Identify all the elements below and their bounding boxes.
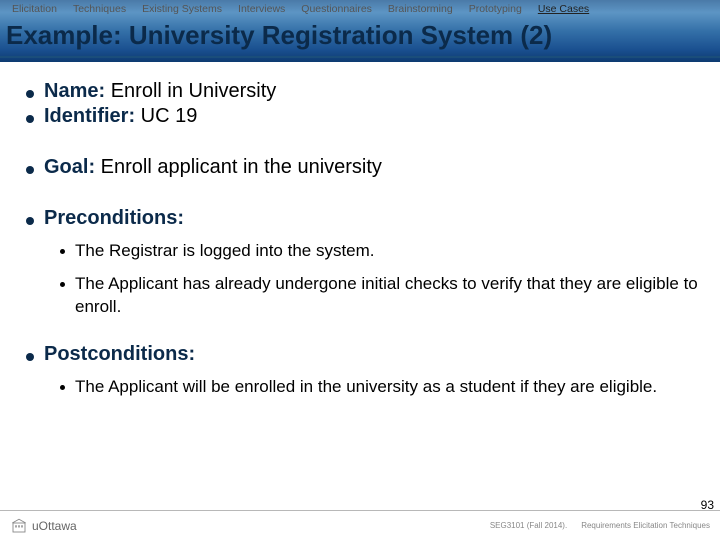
bullet-name: Name: Enroll in University — [26, 80, 702, 103]
bullet-preconditions: Preconditions: — [26, 207, 702, 230]
footer-right: SEG3101 (Fall 2014). Requirements Elicit… — [490, 521, 710, 530]
slide-content: Name: Enroll in University Identifier: U… — [0, 62, 720, 399]
bullet-dot-icon — [26, 353, 34, 361]
name-label: Name: — [44, 80, 111, 102]
bullet-dot-icon — [26, 90, 34, 98]
slide-title: Example: University Registration System … — [6, 20, 552, 51]
identifier-label: Identifier: — [44, 105, 141, 127]
course-topic: Requirements Elicitation Techniques — [581, 521, 710, 530]
preconditions-label: Preconditions: — [44, 207, 184, 229]
tab-techniques[interactable]: Techniques — [65, 1, 134, 17]
precondition-item: The Applicant has already undergone init… — [60, 273, 702, 319]
precondition-item: The Registrar is logged into the system. — [60, 240, 702, 263]
sub-bullet-dot-icon — [60, 249, 65, 254]
postcondition-item: The Applicant will be enrolled in the un… — [60, 376, 702, 399]
postcondition-text: The Applicant will be enrolled in the un… — [75, 376, 657, 399]
university-logo: uOttawa — [10, 517, 77, 535]
identifier-value: UC 19 — [141, 105, 198, 127]
sub-bullet-dot-icon — [60, 282, 65, 287]
building-icon — [10, 517, 28, 535]
bullet-dot-icon — [26, 217, 34, 225]
university-name: uOttawa — [32, 519, 77, 533]
goal-value: Enroll applicant in the university — [101, 156, 382, 178]
bullet-postconditions: Postconditions: — [26, 343, 702, 366]
sub-bullet-dot-icon — [60, 385, 65, 390]
tab-prototyping[interactable]: Prototyping — [461, 1, 530, 17]
goal-label: Goal: — [44, 156, 101, 178]
tab-strip: Elicitation Techniques Existing Systems … — [0, 0, 720, 18]
title-underline — [0, 56, 720, 58]
course-code: SEG3101 (Fall 2014). — [490, 521, 567, 530]
bullet-goal: Goal: Enroll applicant in the university — [26, 156, 702, 179]
bullet-dot-icon — [26, 166, 34, 174]
tab-existing-systems[interactable]: Existing Systems — [134, 1, 230, 17]
bullet-dot-icon — [26, 115, 34, 123]
tab-brainstorming[interactable]: Brainstorming — [380, 1, 461, 17]
precondition-text: The Registrar is logged into the system. — [75, 240, 375, 263]
tab-questionnaires[interactable]: Questionnaires — [293, 1, 380, 17]
tab-interviews[interactable]: Interviews — [230, 1, 293, 17]
bullet-identifier: Identifier: UC 19 — [26, 105, 702, 128]
preconditions-list: The Registrar is logged into the system.… — [60, 240, 702, 319]
tab-use-cases[interactable]: Use Cases — [530, 1, 597, 17]
tab-elicitation[interactable]: Elicitation — [4, 1, 65, 17]
postconditions-label: Postconditions: — [44, 343, 195, 365]
name-value: Enroll in University — [111, 80, 277, 102]
postconditions-list: The Applicant will be enrolled in the un… — [60, 376, 702, 399]
precondition-text: The Applicant has already undergone init… — [75, 273, 702, 319]
header-background: Elicitation Techniques Existing Systems … — [0, 0, 720, 62]
footer-bar: uOttawa SEG3101 (Fall 2014). Requirement… — [0, 510, 720, 540]
